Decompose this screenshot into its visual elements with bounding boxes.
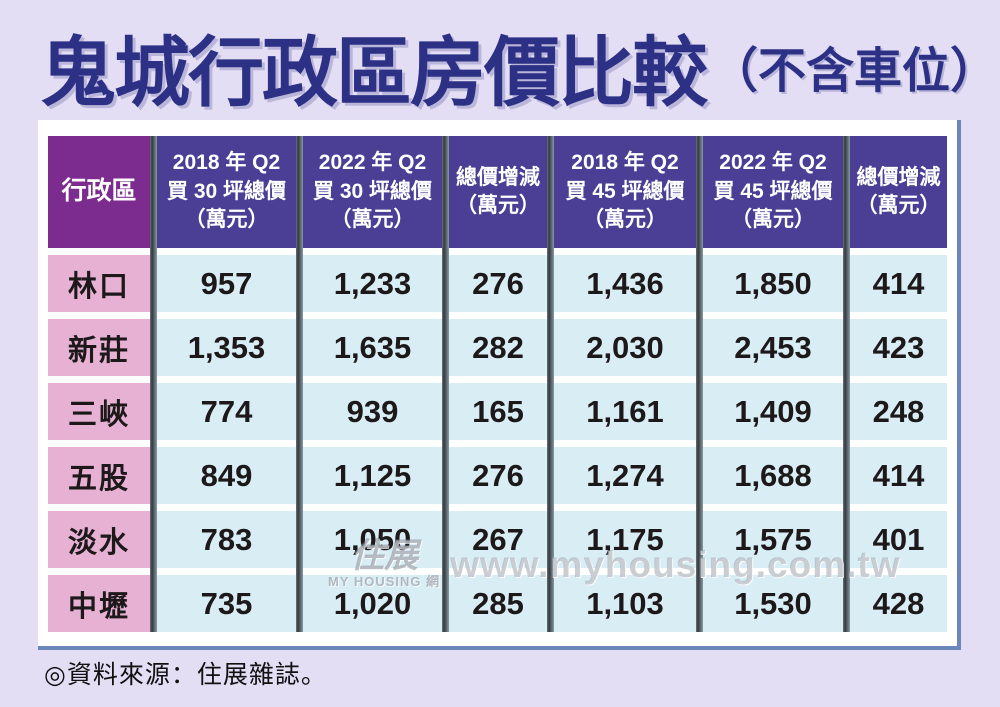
column-divider (296, 136, 303, 632)
value-cell: 1,530 (703, 575, 843, 632)
header-label: 2022 年 Q2 買 30 坪總價 （萬元） (312, 151, 433, 232)
district-cell: 五股 (48, 447, 150, 504)
value-cell: 1,050 (303, 511, 442, 568)
value-cell: 1,125 (303, 447, 442, 504)
header-cell-2022-45: 2022 年 Q2 買 45 坪總價 （萬元） (703, 136, 843, 248)
header-cell-diff-45: 總價增減 （萬元） (850, 136, 947, 248)
district-cell: 三峽 (48, 383, 150, 440)
value-cell: 1,436 (554, 255, 696, 312)
value-cell: 282 (449, 319, 547, 376)
price-comparison-table: 行政區 2018 年 Q2 買 30 坪總價 （萬元） 2022 年 Q2 買 … (48, 136, 947, 632)
value-cell: 957 (157, 255, 296, 312)
header-cell-district: 行政區 (48, 136, 150, 248)
value-cell: 414 (850, 255, 947, 312)
header-cell-2018-45: 2018 年 Q2 買 45 坪總價 （萬元） (554, 136, 696, 248)
value-cell: 1,850 (703, 255, 843, 312)
value-cell: 849 (157, 447, 296, 504)
column-divider (696, 136, 703, 632)
page-title: 鬼城行政區房價比較 （不含車位） (40, 18, 998, 116)
district-cell: 淡水 (48, 511, 150, 568)
value-cell: 1,353 (157, 319, 296, 376)
header-label: 2018 年 Q2 買 45 坪總價 （萬元） (565, 151, 685, 232)
value-cell: 1,103 (554, 575, 696, 632)
value-cell: 165 (449, 383, 547, 440)
header-label: 總價增減 （萬元） (856, 165, 941, 217)
value-cell: 1,175 (554, 511, 696, 568)
value-cell: 1,020 (303, 575, 442, 632)
value-cell: 267 (449, 511, 547, 568)
value-cell: 276 (449, 447, 547, 504)
value-cell: 1,233 (303, 255, 442, 312)
column-divider (547, 136, 554, 632)
value-cell: 1,575 (703, 511, 843, 568)
value-cell: 939 (303, 383, 442, 440)
value-cell: 774 (157, 383, 296, 440)
value-cell: 1,161 (554, 383, 696, 440)
value-cell: 1,688 (703, 447, 843, 504)
value-cell: 2,453 (703, 319, 843, 376)
column-divider (442, 136, 449, 632)
value-cell: 423 (850, 319, 947, 376)
value-cell: 1,635 (303, 319, 442, 376)
page-title-main: 鬼城行政區房價比較 (40, 32, 708, 116)
value-cell: 1,274 (554, 447, 696, 504)
value-cell: 783 (157, 511, 296, 568)
header-label: 2018 年 Q2 買 30 坪總價 （萬元） (166, 151, 287, 232)
header-label: 行政區 (61, 177, 137, 206)
value-cell: 401 (850, 511, 947, 568)
value-cell: 248 (850, 383, 947, 440)
value-cell: 735 (157, 575, 296, 632)
header-cell-2022-30: 2022 年 Q2 買 30 坪總價 （萬元） (303, 136, 442, 248)
header-cell-2018-30: 2018 年 Q2 買 30 坪總價 （萬元） (157, 136, 296, 248)
column-divider (843, 136, 850, 632)
source-note: ◎資料來源：住展雜誌。 (44, 661, 327, 689)
value-cell: 414 (850, 447, 947, 504)
price-comparison-table-panel: 行政區 2018 年 Q2 買 30 坪總價 （萬元） 2022 年 Q2 買 … (38, 120, 961, 650)
district-cell: 林口 (48, 255, 150, 312)
page-title-note: （不含車位） (710, 45, 999, 98)
value-cell: 2,030 (554, 319, 696, 376)
header-label: 2022 年 Q2 買 45 坪總價 （萬元） (713, 151, 833, 232)
value-cell: 428 (850, 575, 947, 632)
header-cell-diff-30: 總價增減 （萬元） (449, 136, 547, 248)
value-cell: 285 (449, 575, 547, 632)
district-cell: 新莊 (48, 319, 150, 376)
district-cell: 中壢 (48, 575, 150, 632)
column-divider (150, 136, 157, 632)
value-cell: 1,409 (703, 383, 843, 440)
value-cell: 276 (449, 255, 547, 312)
header-label: 總價增減 （萬元） (456, 165, 540, 217)
